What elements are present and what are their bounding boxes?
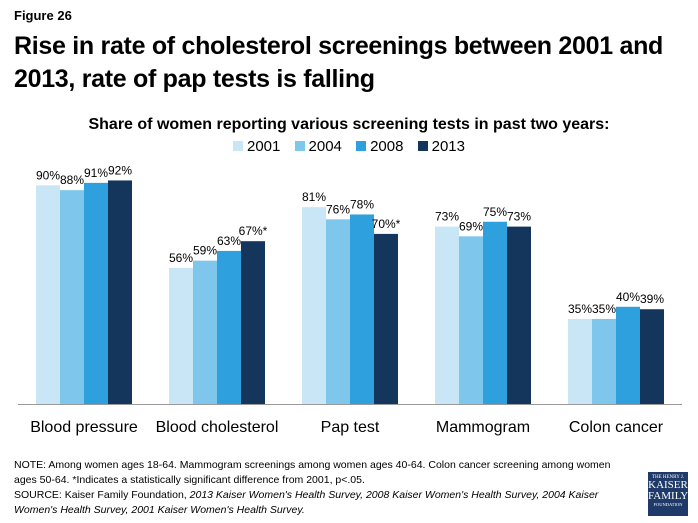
x-tick-label: Pap test	[321, 419, 380, 436]
note-text: NOTE: Among women ages 18-64. Mammogram …	[14, 459, 611, 486]
x-tick-label: Blood cholesterol	[156, 419, 279, 436]
page-title: Rise in rate of cholesterol screenings b…	[14, 32, 664, 93]
legend-swatch	[417, 141, 428, 151]
legend-swatch	[356, 141, 367, 151]
legend-item-2008: 2008	[356, 138, 403, 155]
legend-swatch	[232, 141, 243, 151]
data-label: 67%*	[239, 224, 268, 238]
data-label: 75%	[483, 205, 507, 219]
bar-2004	[326, 219, 350, 404]
source-text: 2013 Kaiser Women's Health Survey, 2008 …	[14, 489, 599, 516]
data-label: 73%	[507, 210, 531, 224]
data-label: 88%	[60, 173, 84, 187]
bar-2004	[459, 236, 483, 404]
data-label: 40%	[616, 290, 640, 304]
data-label: 59%	[193, 244, 217, 258]
bar-2004	[193, 260, 217, 404]
bar-chart: 90% 88%91% 92% Blood pressure 56%59%63%67%* B…	[18, 163, 682, 436]
x-tick-label: Colon cancer	[569, 419, 664, 436]
source-label: SOURCE: Kaiser Family Foundation,	[14, 489, 190, 501]
chart-title: Share of women reporting various screeni…	[88, 116, 610, 133]
bar-2001	[435, 226, 459, 404]
bar-2008	[84, 182, 108, 404]
legend-item-2004: 2004	[294, 138, 342, 155]
bar-2013	[374, 233, 398, 404]
bar-2008	[483, 221, 507, 404]
data-label: 56%	[169, 251, 193, 265]
bar-2004	[60, 190, 84, 404]
legend-item-2013: 2013	[417, 138, 465, 155]
data-label: 69%	[459, 219, 483, 233]
bar-2013	[108, 180, 132, 404]
figure-label: Figure 26	[14, 8, 72, 23]
data-label: 78%	[350, 197, 374, 211]
bar-2008	[350, 214, 374, 404]
bar-2008	[217, 250, 241, 404]
bar-2001	[36, 185, 60, 404]
bar-2013	[640, 309, 664, 404]
data-label: 63%	[217, 234, 241, 248]
bar-2001	[302, 207, 326, 404]
bar-2013	[241, 241, 265, 404]
bar-2013	[507, 226, 531, 404]
bar-2001	[169, 267, 193, 404]
bar-2004	[592, 318, 616, 404]
data-label: 70%*	[372, 217, 401, 231]
x-tick-label: Mammogram	[436, 419, 530, 436]
data-label: 92%	[108, 163, 132, 177]
data-label: 76%	[326, 202, 350, 216]
footnote: NOTE: Among women ages 18-64. Mammogram …	[14, 458, 624, 518]
data-label: 81%	[302, 190, 326, 204]
data-label: 39%	[640, 292, 664, 306]
x-tick-label: Blood pressure	[30, 419, 138, 436]
bar-2008	[616, 306, 640, 404]
kff-logo: THE HENRY J. KAISER FAMILY FOUNDATION	[648, 472, 688, 516]
data-label: 90%	[36, 168, 60, 182]
legend: 2001 2004 2008 2013	[0, 138, 698, 155]
data-label: 73%	[435, 210, 459, 224]
legend-item-2001: 2001	[232, 138, 280, 155]
data-label: 91%	[84, 166, 108, 180]
bar-2001	[568, 318, 592, 404]
legend-swatch	[294, 141, 305, 151]
data-label: 35%	[592, 302, 616, 316]
data-label: 35%	[568, 302, 592, 316]
